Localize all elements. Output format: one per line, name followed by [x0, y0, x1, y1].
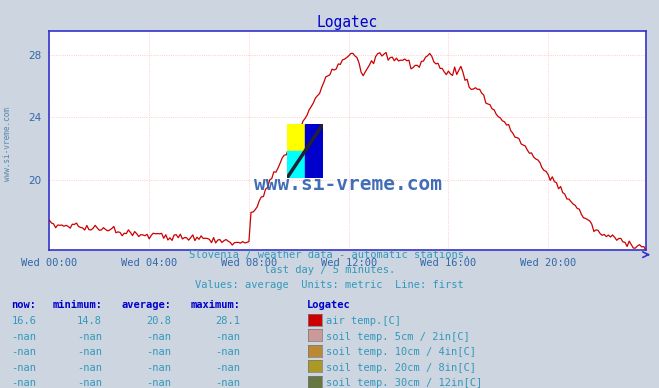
Text: -nan: -nan	[11, 331, 36, 341]
Text: -nan: -nan	[146, 347, 171, 357]
Text: 16.6: 16.6	[11, 316, 36, 326]
Text: -nan: -nan	[77, 378, 102, 388]
Text: Values: average  Units: metric  Line: first: Values: average Units: metric Line: firs…	[195, 279, 464, 289]
Text: 20.8: 20.8	[146, 316, 171, 326]
Text: 28.1: 28.1	[215, 316, 241, 326]
Text: -nan: -nan	[146, 378, 171, 388]
Text: -nan: -nan	[215, 331, 241, 341]
Text: last day / 5 minutes.: last day / 5 minutes.	[264, 265, 395, 275]
Text: -nan: -nan	[215, 362, 241, 372]
Title: Logatec: Logatec	[317, 15, 378, 30]
Text: -nan: -nan	[77, 362, 102, 372]
Text: air temp.[C]: air temp.[C]	[326, 316, 401, 326]
Text: -nan: -nan	[11, 362, 36, 372]
Text: www.si-vreme.com: www.si-vreme.com	[3, 107, 13, 180]
Text: soil temp. 20cm / 8in[C]: soil temp. 20cm / 8in[C]	[326, 362, 476, 372]
Text: now:: now:	[11, 300, 36, 310]
Text: -nan: -nan	[146, 362, 171, 372]
Text: -nan: -nan	[11, 378, 36, 388]
Text: -nan: -nan	[77, 347, 102, 357]
Bar	[287, 151, 304, 178]
Bar	[287, 124, 304, 151]
Text: -nan: -nan	[146, 331, 171, 341]
Text: soil temp. 30cm / 12in[C]: soil temp. 30cm / 12in[C]	[326, 378, 482, 388]
Text: soil temp. 5cm / 2in[C]: soil temp. 5cm / 2in[C]	[326, 331, 470, 341]
Text: -nan: -nan	[215, 347, 241, 357]
Text: www.si-vreme.com: www.si-vreme.com	[254, 175, 442, 194]
Text: soil temp. 10cm / 4in[C]: soil temp. 10cm / 4in[C]	[326, 347, 476, 357]
Text: minimum:: minimum:	[52, 300, 102, 310]
Text: average:: average:	[121, 300, 171, 310]
Text: -nan: -nan	[11, 347, 36, 357]
Text: -nan: -nan	[77, 331, 102, 341]
Text: Logatec: Logatec	[306, 300, 350, 310]
Text: maximum:: maximum:	[190, 300, 241, 310]
Bar	[304, 124, 323, 178]
Text: Slovenia / weather data - automatic stations.: Slovenia / weather data - automatic stat…	[189, 250, 470, 260]
Text: 14.8: 14.8	[77, 316, 102, 326]
Text: -nan: -nan	[215, 378, 241, 388]
